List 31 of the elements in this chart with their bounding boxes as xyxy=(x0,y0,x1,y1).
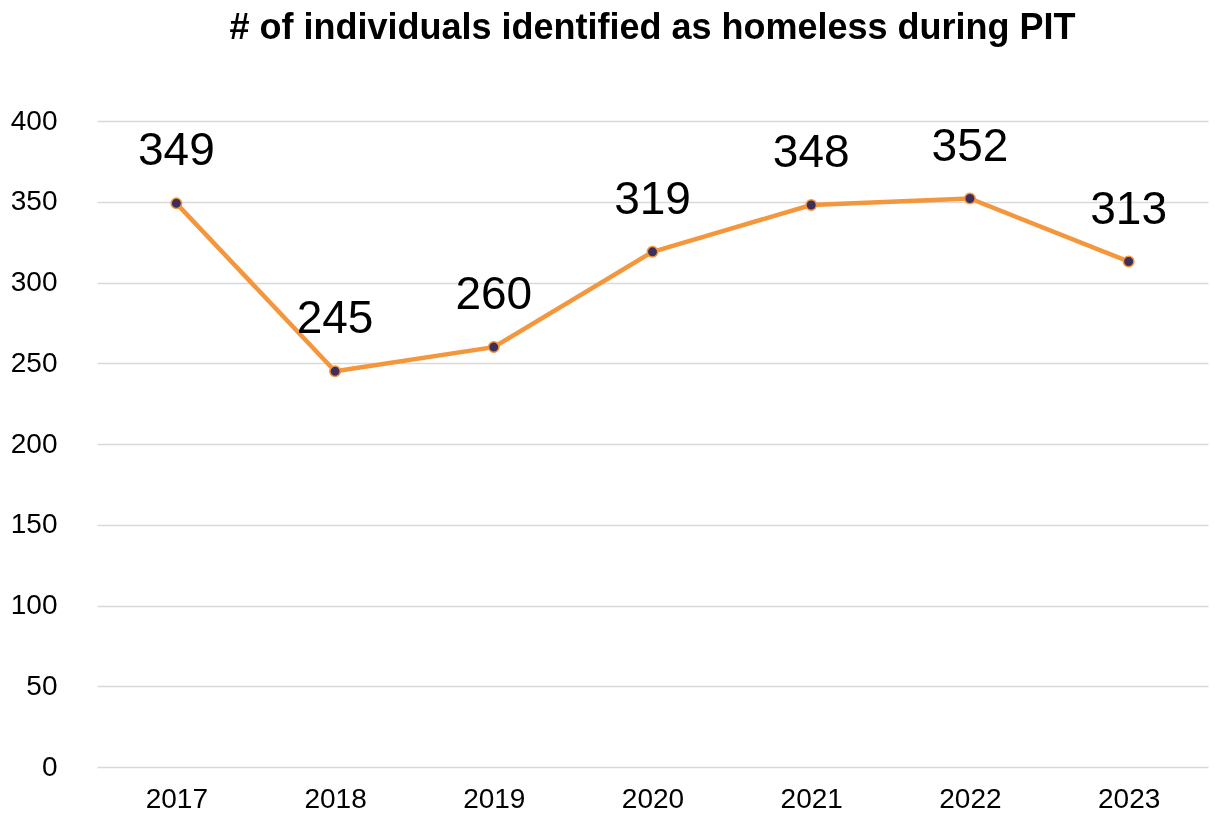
data-label: 352 xyxy=(931,118,1009,171)
y-tick-label: 350 xyxy=(10,185,58,217)
point xyxy=(329,365,342,378)
x-tick-label: 2021 xyxy=(780,782,843,814)
data-label: 245 xyxy=(296,291,374,344)
y-tick-label: 150 xyxy=(10,508,58,540)
data-label: 260 xyxy=(455,267,533,320)
x-tick-label: 2023 xyxy=(1097,782,1161,814)
data-label: 319 xyxy=(614,171,691,224)
point xyxy=(487,341,500,354)
y-tick-label: 300 xyxy=(10,266,58,297)
point xyxy=(170,197,183,210)
data-label: 348 xyxy=(772,124,850,177)
point xyxy=(963,192,976,205)
point xyxy=(805,199,818,211)
y-tick-label: 100 xyxy=(10,589,58,620)
x-tick-label: 2017 xyxy=(145,782,209,814)
data-label: 313 xyxy=(1090,181,1168,234)
y-tick-label: 250 xyxy=(10,346,58,378)
y-tick-label: 400 xyxy=(10,104,58,136)
chart-title: # of individuals identified as homeless during PIT xyxy=(229,6,1076,47)
x-tick-label: 2020 xyxy=(621,782,685,814)
y-tick-label: 50 xyxy=(26,669,58,701)
x-tick-label: 2022 xyxy=(939,782,1002,814)
data-label: 349 xyxy=(137,123,215,176)
y-tick-label: 200 xyxy=(10,427,58,459)
y-tick-label: 0 xyxy=(41,750,58,782)
point xyxy=(1122,255,1135,268)
point xyxy=(646,245,659,258)
x-tick-label: 2019 xyxy=(463,782,526,814)
x-tick-label: 2018 xyxy=(304,782,367,814)
